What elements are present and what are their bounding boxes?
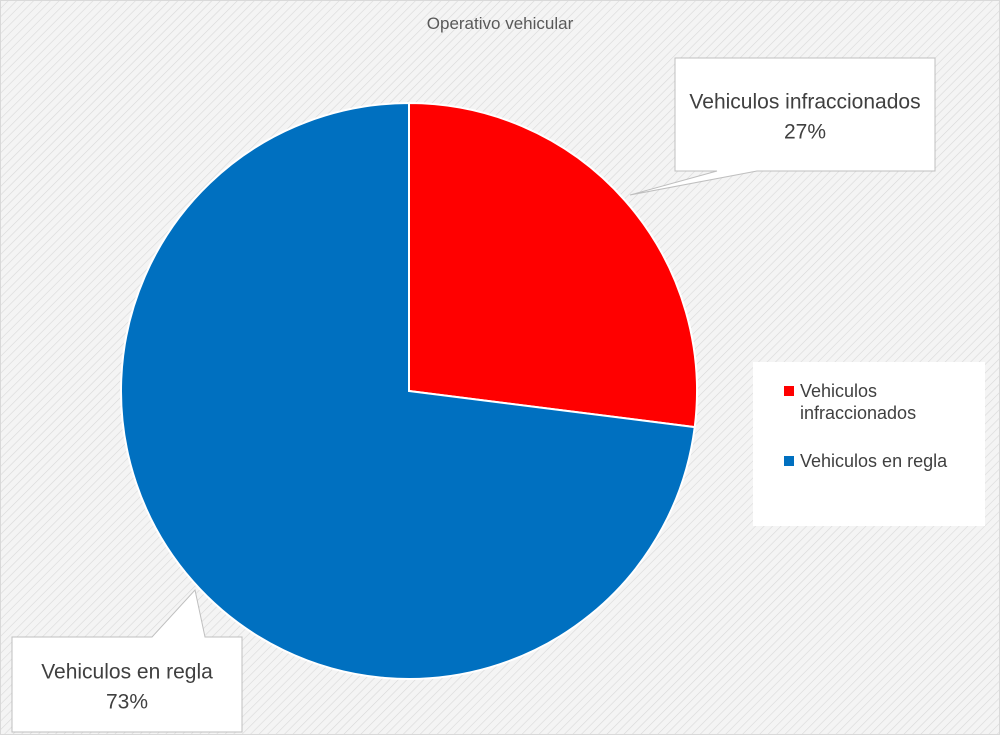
legend-label-infraccionados: Vehiculos infraccionados [800, 381, 917, 423]
legend-entry-infraccionados: Vehiculos infraccionados [784, 380, 975, 424]
callout-label-0: Vehiculos infraccionados [689, 91, 920, 114]
pie-slice-0 [408, 101, 698, 429]
callout-value-0: 27% [784, 121, 826, 144]
callout-box-0 [629, 57, 936, 196]
legend: Vehiculos infraccionados Vehiculos en re… [753, 362, 985, 526]
data-callout-0: Vehiculos infraccionados 27% [629, 57, 936, 196]
legend-swatch-infraccionados [784, 386, 794, 396]
callout-label-1: Vehiculos en regla [41, 661, 213, 684]
legend-entry-en-regla: Vehiculos en regla [784, 450, 975, 472]
legend-label-en-regla: Vehiculos en regla [800, 451, 948, 471]
pie-slice-1 [120, 101, 696, 680]
chart-title: Operativo vehicular [426, 14, 574, 33]
callout-value-1: 73% [106, 691, 148, 714]
legend-swatch-en-regla [784, 456, 794, 466]
callout-box-1 [11, 588, 243, 733]
data-callout-1: Vehiculos en regla 73% [11, 588, 243, 733]
